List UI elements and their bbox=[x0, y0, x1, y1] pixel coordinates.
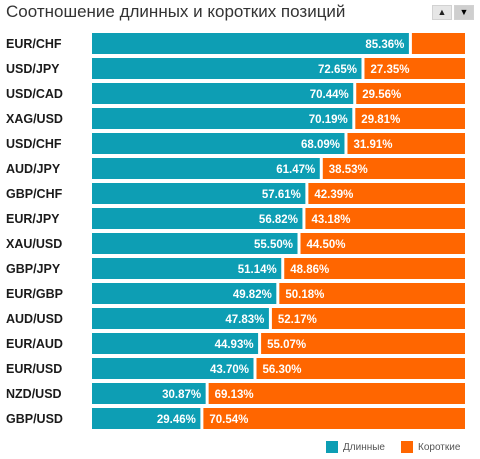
legend-long-label: Длинные bbox=[343, 441, 385, 453]
category-label-eur-jpy: EUR/JPY bbox=[6, 212, 60, 226]
short-bar-aud-jpy bbox=[322, 158, 465, 179]
short-bar-gbp-usd bbox=[203, 408, 465, 429]
long-value-label-aud-jpy: 61.47% bbox=[276, 164, 315, 176]
category-label-eur-usd: EUR/USD bbox=[6, 362, 62, 376]
long-bar-gbp-jpy bbox=[92, 258, 282, 279]
triangle-down-icon: ▼ bbox=[459, 7, 469, 17]
category-label-aud-usd: AUD/USD bbox=[6, 312, 63, 326]
short-bar-eur-chf bbox=[411, 33, 465, 54]
category-label-gbp-usd: GBP/USD bbox=[6, 412, 63, 426]
long-value-label-gbp-chf: 57.61% bbox=[262, 189, 301, 201]
long-value-label-eur-gbp: 49.82% bbox=[233, 289, 272, 301]
short-value-label-aud-usd: 52.17% bbox=[278, 314, 317, 326]
legend-short-swatch bbox=[401, 441, 413, 453]
short-bar-usd-jpy bbox=[364, 58, 465, 79]
long-bar-usd-jpy bbox=[92, 58, 362, 79]
long-value-label-eur-usd: 43.70% bbox=[210, 364, 249, 376]
long-bar-xag-usd bbox=[92, 108, 353, 129]
long-bar-eur-gbp bbox=[92, 283, 277, 304]
short-value-label-gbp-chf: 42.39% bbox=[314, 189, 353, 201]
short-bar-aud-usd bbox=[271, 308, 465, 329]
category-label-xau-usd: XAU/USD bbox=[6, 237, 62, 251]
chart-title: Соотношение длинных и коротких позиций bbox=[6, 2, 346, 21]
long-value-label-eur-chf: 85.36% bbox=[365, 39, 404, 51]
legend-short: Короткие bbox=[401, 441, 460, 453]
short-value-label-nzd-usd: 69.13% bbox=[215, 389, 254, 401]
short-value-label-aud-jpy: 38.53% bbox=[329, 164, 368, 176]
short-bar-xau-usd bbox=[300, 233, 465, 254]
short-value-label-eur-usd: 56.30% bbox=[263, 364, 302, 376]
short-bar-eur-usd bbox=[256, 358, 465, 379]
short-bar-usd-cad bbox=[356, 83, 465, 104]
long-bar-eur-jpy bbox=[92, 208, 303, 229]
short-value-label-xag-usd: 29.81% bbox=[361, 114, 400, 126]
short-bar-nzd-usd bbox=[208, 383, 466, 404]
category-label-usd-cad: USD/CAD bbox=[6, 87, 63, 101]
short-value-label-xau-usd: 44.50% bbox=[307, 239, 346, 251]
short-bar-eur-gbp bbox=[279, 283, 465, 304]
long-value-label-aud-usd: 47.83% bbox=[225, 314, 264, 326]
long-bar-aud-usd bbox=[92, 308, 269, 329]
short-bar-xag-usd bbox=[355, 108, 465, 129]
short-value-label-eur-aud: 55.07% bbox=[267, 339, 306, 351]
triangle-up-icon: ▲ bbox=[437, 7, 447, 17]
long-value-label-gbp-usd: 29.46% bbox=[157, 414, 196, 426]
category-label-nzd-usd: NZD/USD bbox=[6, 387, 62, 401]
short-value-label-usd-chf: 31.91% bbox=[353, 139, 392, 151]
short-value-label-usd-jpy: 27.35% bbox=[370, 64, 409, 76]
short-value-label-eur-gbp: 50.18% bbox=[285, 289, 324, 301]
long-bar-eur-usd bbox=[92, 358, 254, 379]
long-bar-aud-jpy bbox=[92, 158, 320, 179]
short-bar-gbp-jpy bbox=[284, 258, 465, 279]
category-label-eur-chf: EUR/CHF bbox=[6, 37, 62, 51]
long-value-label-xag-usd: 70.19% bbox=[309, 114, 348, 126]
category-label-eur-gbp: EUR/GBP bbox=[6, 287, 63, 301]
sort-descending-button[interactable]: ▼ bbox=[454, 5, 474, 20]
legend-long-swatch bbox=[326, 441, 338, 453]
legend-short-label: Короткие bbox=[418, 441, 461, 453]
short-bar-gbp-chf bbox=[308, 183, 465, 204]
long-bar-gbp-chf bbox=[92, 183, 306, 204]
category-label-usd-chf: USD/CHF bbox=[6, 137, 62, 151]
short-bar-eur-jpy bbox=[305, 208, 465, 229]
long-value-label-usd-cad: 70.44% bbox=[310, 89, 349, 101]
long-bar-usd-chf bbox=[92, 133, 345, 154]
long-value-label-usd-chf: 68.09% bbox=[301, 139, 340, 151]
category-label-gbp-jpy: GBP/JPY bbox=[6, 262, 61, 276]
sort-controls: ▲ ▼ bbox=[432, 5, 474, 20]
stacked-bar-chart: EUR/CHF 85.36% USD/JPY 72.65% 27.35% USD/CAD 7… bbox=[6, 33, 466, 429]
short-bar-usd-chf bbox=[347, 133, 465, 154]
long-value-label-eur-aud: 44.93% bbox=[215, 339, 254, 351]
short-value-label-gbp-usd: 70.54% bbox=[209, 414, 248, 426]
long-bar-gbp-usd bbox=[92, 408, 201, 429]
long-value-label-xau-usd: 55.50% bbox=[254, 239, 293, 251]
long-bar-usd-cad bbox=[92, 83, 354, 104]
sort-ascending-button[interactable]: ▲ bbox=[432, 5, 452, 20]
long-bar-eur-aud bbox=[92, 333, 259, 354]
long-value-label-usd-jpy: 72.65% bbox=[318, 64, 357, 76]
long-bar-xau-usd bbox=[92, 233, 298, 254]
long-value-label-nzd-usd: 30.87% bbox=[162, 389, 201, 401]
short-bar-eur-aud bbox=[261, 333, 465, 354]
category-label-aud-jpy: AUD/JPY bbox=[6, 162, 61, 176]
long-bar-nzd-usd bbox=[92, 383, 206, 404]
long-value-label-gbp-jpy: 51.14% bbox=[238, 264, 277, 276]
long-value-label-eur-jpy: 56.82% bbox=[259, 214, 298, 226]
category-label-gbp-chf: GBP/CHF bbox=[6, 187, 63, 201]
short-value-label-eur-jpy: 43.18% bbox=[311, 214, 350, 226]
legend-long: Длинные bbox=[326, 441, 385, 453]
category-label-usd-jpy: USD/JPY bbox=[6, 62, 60, 76]
short-value-label-gbp-jpy: 48.86% bbox=[290, 264, 329, 276]
long-bar-eur-chf bbox=[92, 33, 409, 54]
category-label-xag-usd: XAG/USD bbox=[6, 112, 63, 126]
category-label-eur-aud: EUR/AUD bbox=[6, 337, 63, 351]
short-value-label-usd-cad: 29.56% bbox=[362, 89, 401, 101]
